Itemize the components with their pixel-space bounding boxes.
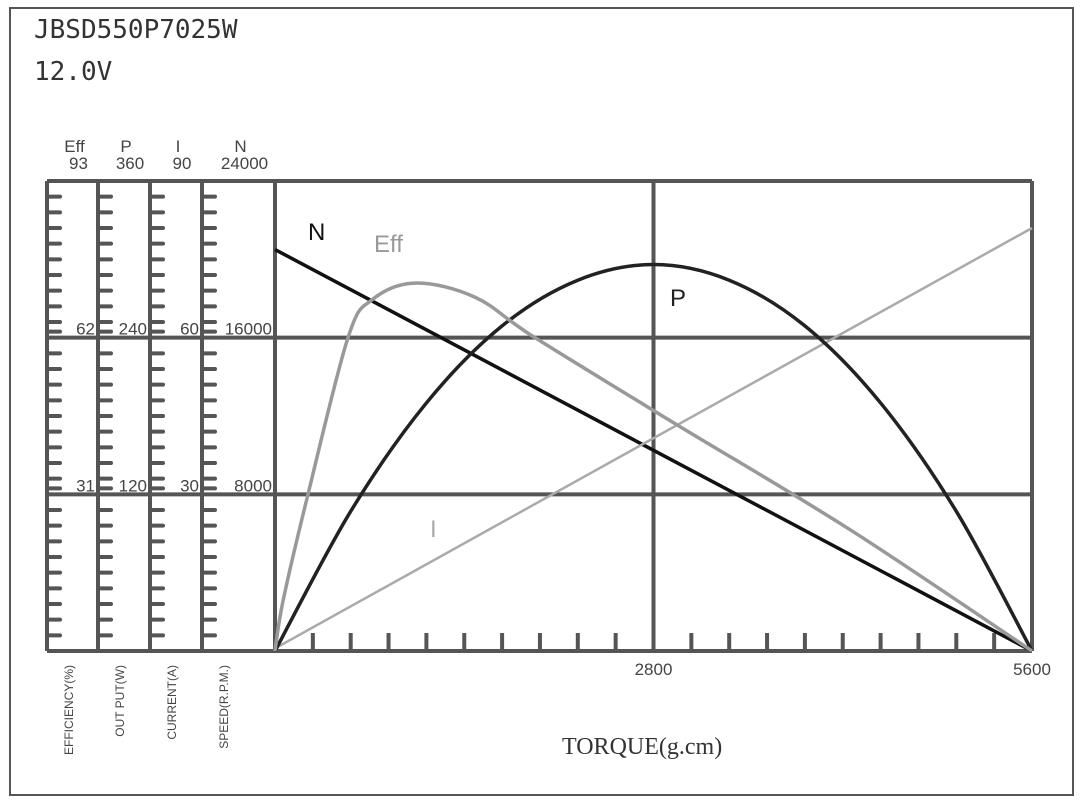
n-axis-tick-label: 8000 [234,476,272,495]
series-p-label: P [670,285,686,312]
n-axis-max-label: 24000 [221,154,268,173]
p-axis-symbol: P [120,137,131,156]
voltage-subtitle: 12.0V [34,57,112,87]
i-axis-tick-label: 60 [180,320,199,339]
p-axis-title: OUT PUT(W) [113,665,127,737]
i-axis-symbol: I [176,137,181,156]
series-n-label: N [308,219,325,246]
eff-axis-tick-label: 62 [76,320,95,339]
series-i-line [274,226,1033,650]
series-i-label: I [430,516,437,543]
n-axis-symbol: N [234,137,246,156]
x-tick-label: 5600 [1013,660,1051,679]
model-title: JBSD550P7025W [34,15,238,45]
series-eff-label: Eff [374,231,403,258]
series-eff-line [273,281,1033,653]
i-axis-tick-label: 30 [180,476,199,495]
p-axis-max-label: 360 [116,154,144,173]
eff-axis-title: EFFICIENCY(%) [62,665,76,755]
series-n-line [274,247,1033,653]
eff-axis-tick-label: 31 [76,476,95,495]
n-axis-title: SPEED(R.P.M.) [217,665,231,749]
p-axis-tick-label: 120 [119,476,147,495]
eff-axis-max-label: 93 [69,154,88,173]
series-p-line [273,262,1034,652]
i-axis-max-label: 90 [173,154,192,173]
i-axis-title: CURRENT(A) [165,665,179,740]
x-axis-label: TORQUE(g.cm) [562,734,722,760]
outer-frame [9,7,1074,796]
eff-axis-symbol: Eff [64,137,85,156]
p-axis-tick-label: 240 [119,320,147,339]
n-axis-tick-label: 16000 [225,320,272,339]
x-tick-label: 2800 [635,660,673,679]
